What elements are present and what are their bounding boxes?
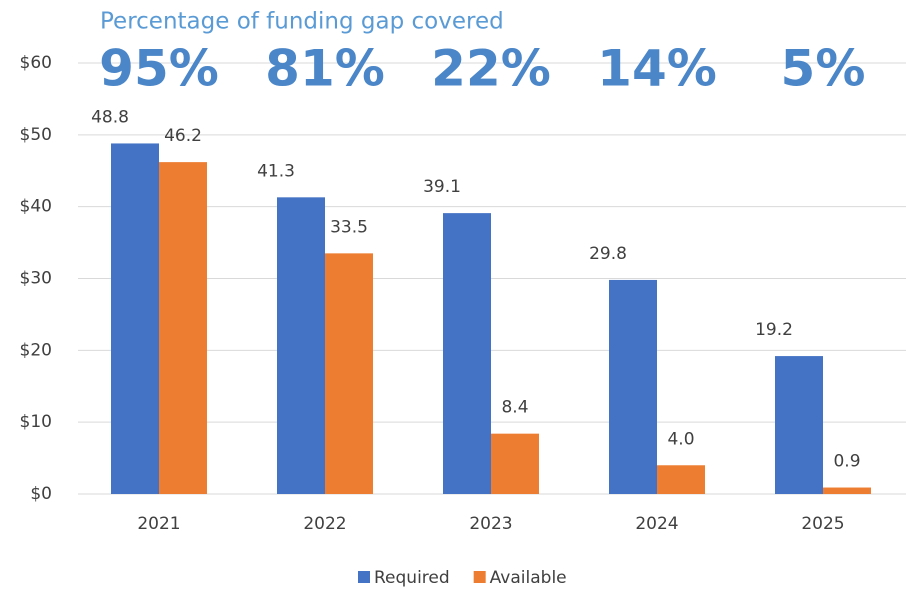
x-tick-label: 2022 [303,514,346,534]
chart-title: Percentage of funding gap covered [100,9,504,35]
legend-label: Required [374,568,450,588]
bar [609,279,657,494]
data-label: 19.2 [755,320,793,340]
bar [657,465,705,494]
annotation: 81% [265,40,385,98]
legend-swatch [358,571,370,583]
data-label: 48.8 [91,107,129,127]
data-label: 0.9 [833,452,860,472]
legend-label: Available [490,568,567,588]
x-tick-label: 2024 [635,514,678,534]
data-label: 39.1 [423,177,461,197]
annotation: 22% [431,40,551,98]
annotation: 14% [597,40,717,98]
data-label: 29.8 [589,244,627,264]
data-label: 46.2 [164,126,202,146]
y-tick-label: $10 [20,412,52,432]
x-tick-label: 2021 [137,514,180,534]
x-tick-label: 2023 [469,514,512,534]
data-label: 4.0 [667,429,694,449]
y-tick-label: $20 [20,340,52,360]
bar [823,487,871,494]
bar [111,143,159,494]
data-label: 41.3 [257,161,295,181]
annotation: 95% [99,40,219,98]
x-tick-label: 2025 [801,514,844,534]
bar [325,253,373,494]
bar [775,356,823,494]
y-tick-label: $30 [20,269,52,289]
y-tick-label: $50 [20,125,52,145]
y-tick-label: $0 [30,484,52,504]
legend-swatch [473,571,486,583]
y-tick-label: $40 [20,197,52,217]
y-tick-label: $60 [20,53,52,73]
data-label: 8.4 [501,398,528,418]
bar [277,197,325,494]
annotation: 5% [781,40,866,98]
data-label: 33.5 [330,217,368,237]
bar [443,213,491,495]
bar [159,162,207,494]
bar [491,433,539,494]
